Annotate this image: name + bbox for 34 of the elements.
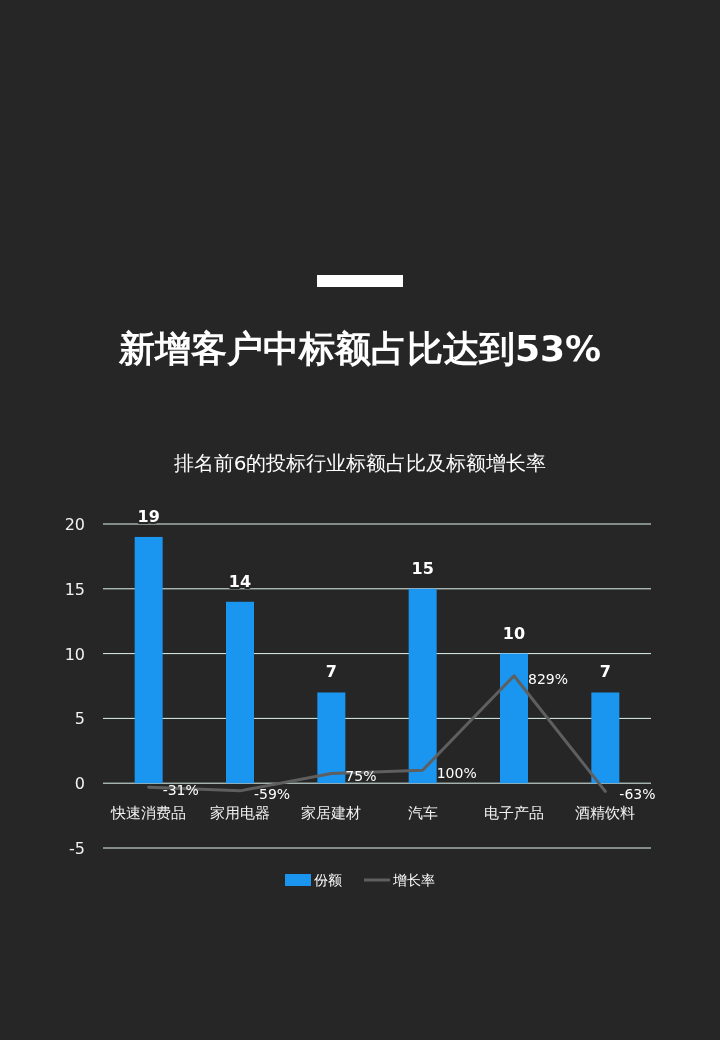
x-tick-label: 酒精饮料 [575, 804, 636, 823]
x-tick-label: 家居建材 [301, 804, 362, 823]
y-tick-label: 5 [74, 709, 85, 729]
x-tick-label: 电子产品 [484, 804, 544, 823]
bar [408, 588, 437, 784]
y-tick-label: 10 [64, 644, 85, 664]
bar [591, 692, 620, 784]
data-label: 7 [325, 662, 337, 682]
data-label: -31% [162, 782, 199, 799]
data-label: 100% [436, 765, 477, 782]
chart-title: 新增客户中标额占比达到53% [117, 328, 602, 369]
data-label: -59% [254, 785, 291, 802]
data-label: 7 [599, 662, 611, 682]
bar [317, 692, 346, 784]
y-tick-label: 0 [74, 774, 85, 794]
data-label: 10 [502, 623, 526, 643]
data-label: 15 [411, 558, 434, 578]
data-label: 19 [137, 506, 160, 526]
y-tick-label: 15 [64, 579, 85, 599]
y-tick-label: -5 [69, 839, 85, 858]
x-tick-label: 快速消费品 [110, 804, 187, 823]
bar [134, 536, 163, 784]
x-tick-label: 汽车 [407, 804, 438, 823]
data-label: -63% [619, 786, 656, 803]
data-label: 75% [345, 768, 377, 785]
data-label: 829% [528, 670, 569, 687]
x-tick-label: 家用电器 [210, 804, 270, 823]
data-label: 14 [228, 571, 252, 591]
legend-label: 增长率 [392, 872, 435, 888]
legend-label: 份额 [314, 872, 342, 888]
y-tick-label: 20 [64, 515, 85, 534]
bar [226, 601, 254, 784]
chart-subtitle: 排名前6的投标行业标额占比及标额增长率 [173, 451, 547, 475]
bar [500, 653, 528, 784]
